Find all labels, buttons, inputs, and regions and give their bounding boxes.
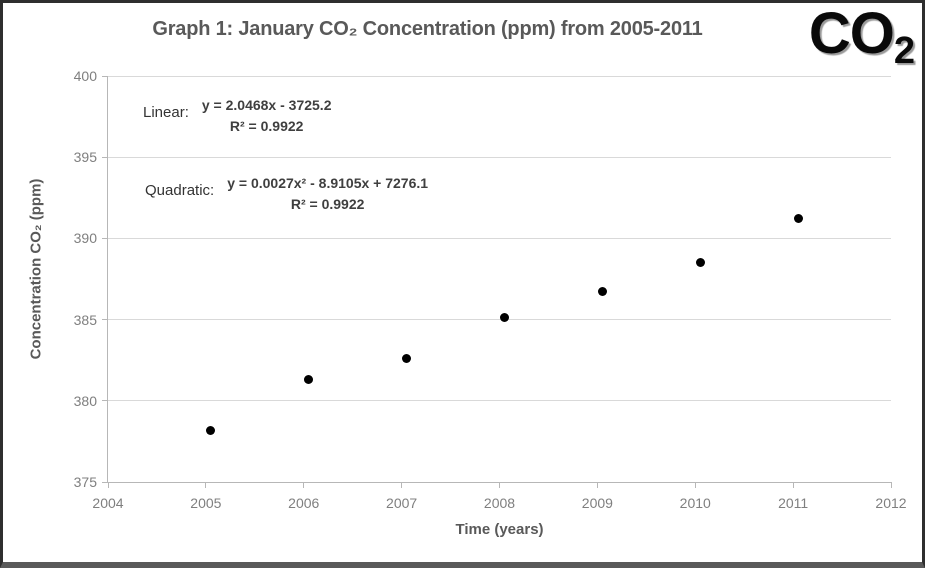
y-tick-label-375: 375 (73, 474, 97, 490)
gridline-390 (108, 237, 891, 239)
y-tick-380 (102, 400, 108, 402)
y-tick-390 (102, 237, 108, 239)
quadratic-fit-lines: y = 0.0027x² - 8.9105x + 7276.1 R² = 0.9… (227, 173, 428, 215)
data-point-2007 (402, 354, 412, 364)
quadratic-fit-r-squared: R² = 0.9922 (290, 196, 365, 212)
y-tick-375 (102, 481, 108, 483)
y-tick-395 (102, 156, 108, 158)
data-point-2005 (206, 425, 216, 435)
linear-fit-r-squared: R² = 0.9922 (229, 118, 304, 134)
y-axis-line (107, 76, 108, 482)
x-tick-label-2004: 2004 (92, 495, 124, 511)
y-tick-label-400: 400 (73, 68, 97, 84)
quadratic-fit-equation: y = 0.0027x² - 8.9105x + 7276.1 (227, 175, 429, 191)
x-tick-2008 (499, 482, 500, 488)
x-tick-label-2007: 2007 (386, 495, 418, 511)
x-tick-2006 (303, 482, 305, 488)
x-tick-2009 (596, 482, 598, 488)
x-axis-title: Time (years) (455, 521, 544, 538)
gridline-380 (108, 400, 891, 402)
y-tick-label-390: 390 (73, 230, 97, 247)
data-point-2008 (499, 313, 509, 323)
linear-fit-equation: y = 2.0468x - 3725.2 (201, 97, 332, 113)
linear-fit-lines: y = 2.0468x - 3725.2 R² = 0.9922 (202, 95, 332, 137)
data-point-2011 (793, 214, 803, 224)
data-point-2006 (304, 375, 314, 385)
quadratic-fit-label: Quadratic: (145, 182, 215, 199)
x-tick-2004 (107, 482, 109, 488)
linear-fit-annotation: Linear: y = 2.0468x - 3725.2 R² = 0.9922 (143, 95, 331, 137)
chart-title: Graph 1: January CO₂ Concentration (ppm)… (152, 18, 703, 40)
x-tick-label-2012: 2012 (875, 495, 907, 511)
x-tick-2007 (401, 482, 403, 488)
quadratic-fit-annotation: Quadratic: y = 0.0027x² - 8.9105x + 7276… (145, 173, 428, 215)
x-tick-label-2010: 2010 (679, 495, 711, 511)
co2-logo: CO2 (809, 5, 915, 72)
x-tick-2011 (792, 482, 794, 488)
y-tick-385 (102, 319, 108, 321)
x-tick-label-2006: 2006 (288, 495, 320, 511)
y-axis-title: Concentration CO₂ (ppm) (27, 178, 45, 360)
x-tick-label-2009: 2009 (581, 495, 613, 511)
x-tick-2012 (890, 482, 892, 488)
gridline-395 (108, 156, 891, 158)
data-point-2010 (695, 258, 705, 268)
x-tick-2010 (694, 482, 696, 488)
y-tick-label-380: 380 (73, 392, 97, 409)
gridline-400 (108, 75, 891, 77)
co2-logo-text: CO (808, 1, 895, 66)
gridline-385 (108, 319, 891, 321)
x-tick-label-2005: 2005 (190, 495, 222, 511)
co2-logo-subscript: 2 (893, 30, 915, 72)
data-point-2009 (597, 287, 607, 297)
x-tick-label-2011: 2011 (778, 495, 809, 511)
y-tick-label-385: 385 (73, 311, 97, 328)
x-tick-2005 (205, 482, 207, 488)
linear-fit-label: Linear: (143, 104, 189, 121)
y-tick-400 (102, 75, 108, 77)
x-tick-label-2008: 2008 (483, 495, 516, 511)
y-tick-label-395: 395 (73, 149, 97, 166)
